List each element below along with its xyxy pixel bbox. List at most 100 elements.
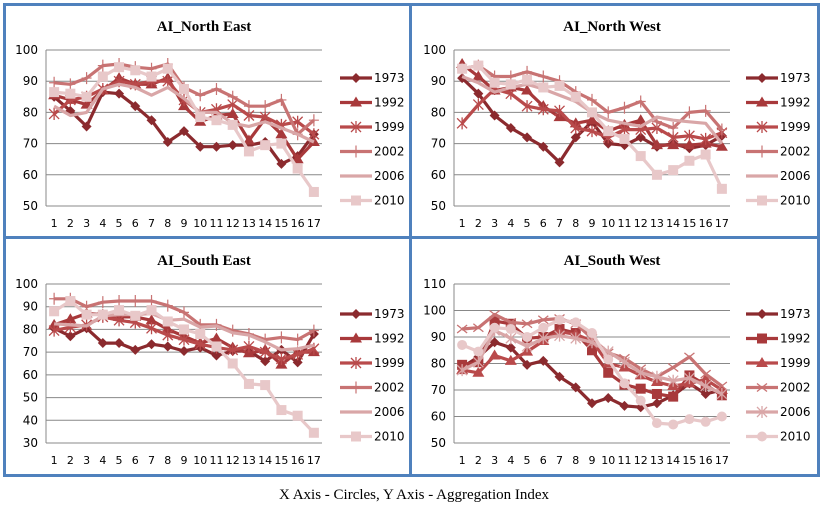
data-point	[227, 343, 239, 356]
data-point	[521, 319, 533, 329]
x-tick-label: 9	[589, 217, 596, 230]
data-point	[473, 60, 484, 71]
y-tick-label: 60	[23, 368, 38, 382]
x-tick-label: 5	[116, 454, 123, 467]
x-tick-label: 4	[507, 454, 514, 467]
legend-label: 2002	[780, 381, 811, 395]
data-point	[505, 123, 516, 133]
data-point	[635, 395, 646, 406]
x-tick-label: 8	[572, 454, 579, 467]
data-point	[146, 305, 157, 316]
data-point	[211, 115, 222, 126]
legend-label: 1999	[374, 120, 405, 134]
data-point	[668, 165, 679, 176]
data-point	[538, 355, 549, 366]
legend-marker	[351, 145, 361, 158]
legend-label: 1973	[780, 71, 811, 85]
legend-item: 2002	[340, 145, 405, 159]
x-tick-label: 12	[634, 217, 648, 230]
legend-marker	[351, 73, 361, 83]
data-point	[716, 387, 728, 400]
data-point	[619, 378, 630, 389]
legend-marker	[350, 332, 362, 343]
data-point	[97, 296, 108, 309]
y-tick-label: 100	[423, 304, 446, 318]
x-tick-label: 16	[699, 217, 713, 230]
series-2010	[49, 296, 319, 438]
data-point	[699, 373, 712, 384]
x-tick-label: 16	[291, 454, 305, 467]
x-tick-label: 8	[164, 454, 171, 467]
data-point	[684, 155, 695, 166]
data-point	[243, 100, 254, 113]
x-tick-label: 1	[51, 454, 58, 467]
y-tick-label: 100	[15, 43, 38, 57]
x-tick-label: 10	[193, 217, 207, 230]
data-point	[227, 119, 238, 130]
data-point	[635, 366, 647, 379]
data-point	[162, 75, 174, 88]
series-2006	[53, 311, 315, 352]
x-tick-label: 10	[193, 454, 207, 467]
data-point	[634, 114, 647, 125]
data-point	[505, 332, 517, 345]
legend-marker	[756, 382, 768, 393]
data-point	[472, 98, 484, 111]
legend-item: 1999	[340, 120, 405, 134]
series-line	[53, 82, 315, 144]
data-point	[194, 338, 206, 351]
series-2010	[457, 314, 727, 430]
legend-label: 2010	[374, 430, 405, 444]
data-point	[243, 378, 254, 389]
legend-label: 1973	[780, 307, 811, 321]
chart-panel-south-west: AI_South West 110 100 90 80 70 60 50 1 2 3 4 5 6 7 8 9 10…	[409, 236, 820, 477]
legend-item: 1992	[746, 332, 811, 346]
data-point	[489, 337, 500, 348]
x-tick-label: 6	[540, 454, 547, 467]
x-tick-label: 8	[572, 217, 579, 230]
data-point	[292, 348, 304, 361]
data-point	[700, 104, 711, 117]
x-tick-label: 17	[715, 454, 729, 467]
data-point	[505, 324, 516, 335]
x-tick-label: 12	[226, 217, 240, 230]
data-point	[505, 79, 516, 90]
x-tick-label: 16	[291, 217, 305, 230]
x-tick-label: 13	[650, 217, 664, 230]
legend-label: 1999	[374, 356, 405, 370]
data-point	[587, 398, 597, 409]
legend: 1973 1992 1999 2002 2006 2010	[340, 307, 405, 444]
legend-item: 2002	[340, 381, 405, 395]
x-tick-label: 15	[682, 217, 696, 230]
data-point	[603, 354, 614, 365]
data-point	[276, 158, 287, 169]
data-point	[472, 366, 485, 377]
data-point	[276, 93, 287, 106]
data-point	[308, 186, 319, 197]
data-point	[48, 324, 60, 337]
data-point	[522, 132, 533, 143]
x-tick-label: 3	[83, 454, 90, 467]
x-tick-label: 10	[601, 454, 615, 467]
figure-caption: X Axis - Circles, Y Axis - Aggregation I…	[278, 487, 550, 503]
data-point	[97, 338, 108, 349]
y-tick-label: 50	[23, 391, 38, 405]
legend-item: 1992	[746, 96, 811, 110]
data-point	[456, 324, 468, 334]
data-point	[146, 322, 157, 335]
data-point	[700, 149, 711, 160]
legend-item: 1973	[340, 307, 405, 321]
x-tick-label: 6	[132, 217, 139, 230]
legend-marker	[756, 406, 768, 418]
series-2010	[457, 60, 727, 194]
series-2006	[53, 82, 315, 144]
data-point	[683, 129, 695, 142]
data-point	[537, 315, 549, 325]
legend-marker	[351, 431, 361, 442]
legend-label: 2006	[780, 169, 811, 183]
x-tick-label: 4	[99, 217, 106, 230]
data-point	[243, 340, 255, 353]
legend-label: 1999	[780, 356, 811, 370]
